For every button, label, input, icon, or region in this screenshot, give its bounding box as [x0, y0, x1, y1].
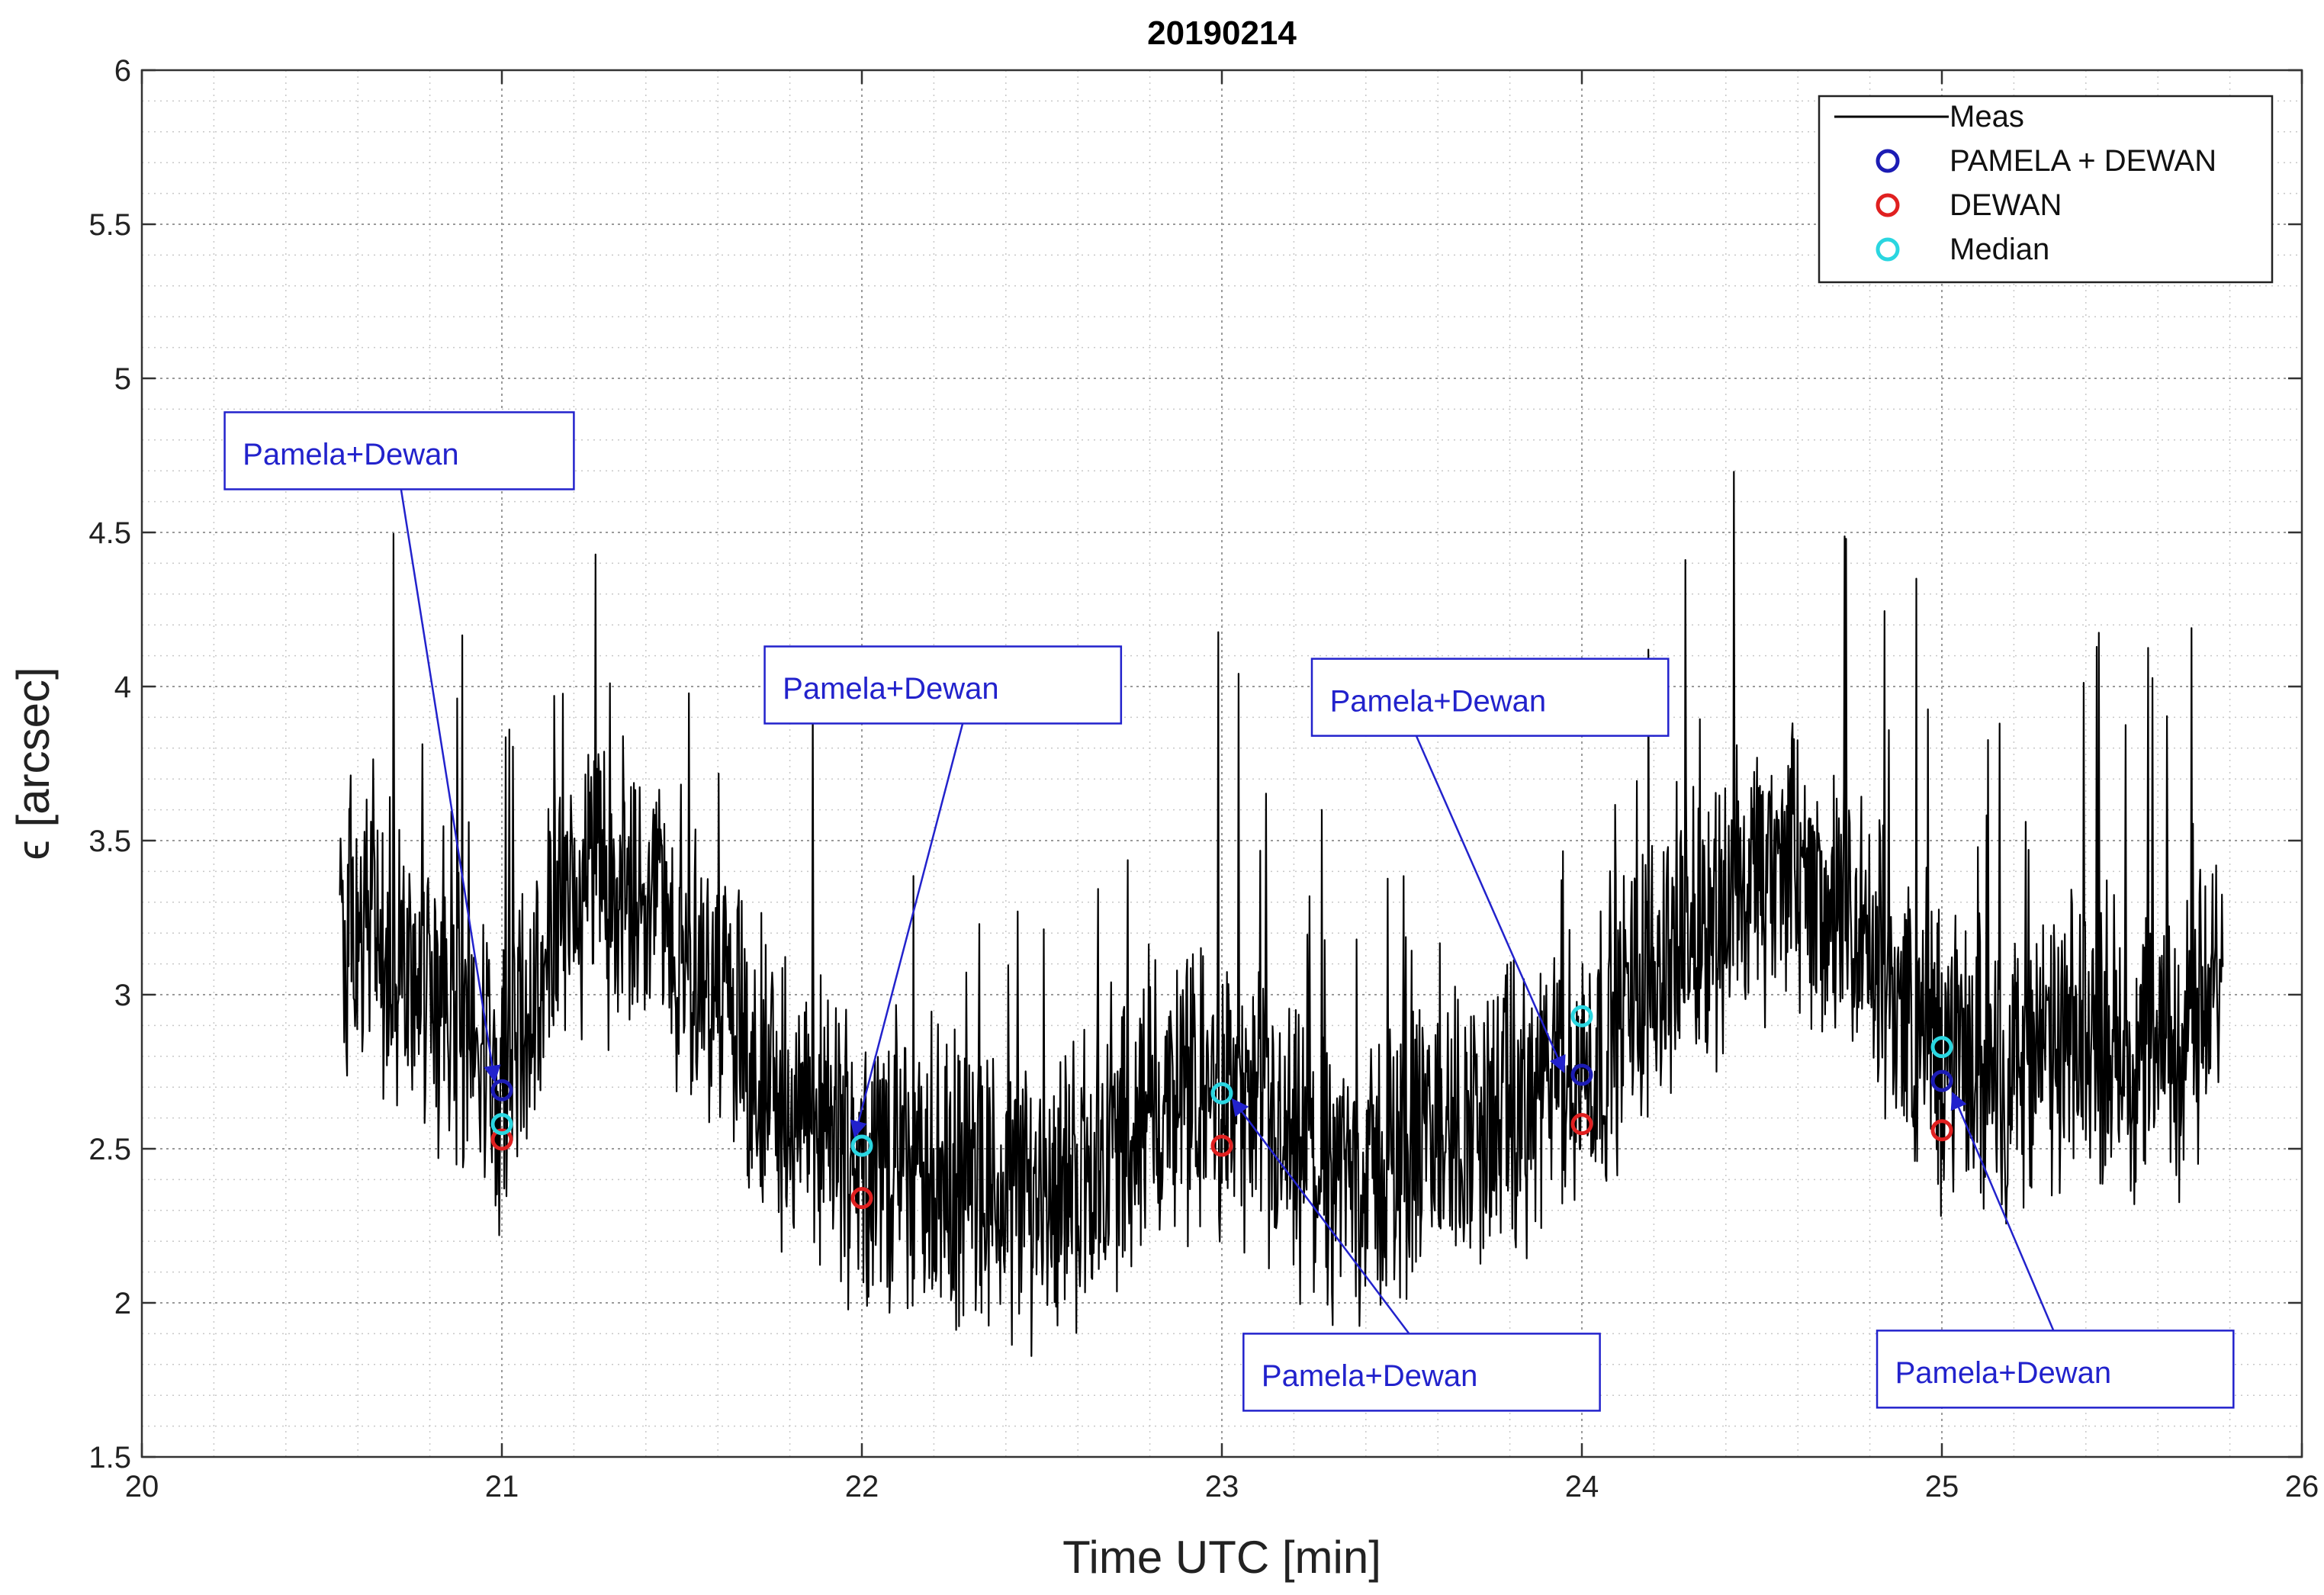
y-tick-label: 3.5: [88, 825, 131, 858]
pamela-dewan-marker: [1930, 1069, 1953, 1092]
x-tick-label: 24: [1565, 1470, 1599, 1503]
annotation-arrow: [850, 723, 964, 1139]
annotation-arrow: [1950, 1092, 2055, 1331]
median-marker: [1570, 1005, 1593, 1027]
x-tick-label: 22: [845, 1470, 879, 1503]
y-tick-label: 2.5: [88, 1133, 131, 1166]
median-marker: [1210, 1082, 1233, 1105]
legend-swatch-marker: [1876, 193, 1900, 217]
x-tick-label: 26: [2285, 1470, 2319, 1503]
annotation-box: [763, 645, 1123, 725]
annotation-label: Pamela+Dewan: [783, 672, 999, 706]
legend: Meas PAMELA + DEWAN DEWAN Median: [1818, 95, 2274, 284]
annotation-box: [1876, 1330, 2235, 1409]
marker-series: [490, 1005, 1953, 1210]
axis-ticks: 20 21 22 23 24 25 26 1.5 2 2.5 3 3.5 4 4.5 5 5.5 6: [88, 54, 2319, 1503]
annotation-label: Pamela+Dewan: [1895, 1356, 2112, 1390]
median-marker: [1930, 1036, 1953, 1059]
chart-title: 20190214: [1147, 14, 1297, 52]
dewan-marker: [1570, 1113, 1593, 1136]
annotation-label: Pamela+Dewan: [1262, 1359, 1478, 1393]
legend-swatch-marker: [1876, 237, 1900, 262]
median-marker: [850, 1134, 873, 1157]
y-tick-label: 3: [114, 979, 131, 1012]
median-marker: [490, 1113, 513, 1136]
y-tick-label: 5.5: [88, 208, 131, 242]
y-tick-label: 2: [114, 1287, 131, 1320]
legend-swatch-marker: [1876, 149, 1900, 173]
legend-box: [1818, 95, 2274, 284]
y-axis-label: ϵ [arcsec]: [8, 667, 59, 860]
annotation-arrow: [1415, 735, 1566, 1074]
annotations: Pamela+Dewan Pamela+Dewan Pamela+Dewan Pame…: [223, 411, 2235, 1412]
dewan-marker: [1930, 1119, 1953, 1142]
pamela-dewan-marker: [490, 1079, 513, 1101]
dewan-marker: [850, 1187, 873, 1210]
annotation-box: [223, 411, 575, 490]
annotation-arrow: [400, 489, 501, 1083]
annotation-label: Pamela+Dewan: [243, 438, 459, 471]
legend-entry-label: Meas: [1950, 100, 2024, 133]
x-tick-label: 23: [1205, 1470, 1239, 1503]
x-tick-label: 20: [125, 1470, 159, 1503]
y-tick-label: 4.5: [88, 516, 131, 550]
legend-entry-label: Median: [1950, 233, 2049, 266]
annotation-box: [1310, 658, 1670, 737]
y-tick-label: 6: [114, 54, 131, 88]
dewan-marker: [490, 1128, 513, 1151]
x-tick-label: 21: [485, 1470, 519, 1503]
meas-line: [339, 471, 2224, 1357]
annotation-label: Pamela+Dewan: [1330, 684, 1547, 718]
pamela-dewan-marker: [1570, 1063, 1593, 1086]
y-tick-label: 1.5: [88, 1441, 131, 1474]
meas-series: [339, 471, 2224, 1357]
x-axis-label: Time UTC [min]: [1062, 1532, 1381, 1583]
legend-entry-label: DEWAN: [1950, 188, 2062, 222]
annotation-box: [1242, 1333, 1601, 1412]
annotation-arrow: [1231, 1098, 1410, 1335]
y-tick-label: 4: [114, 670, 131, 704]
dewan-marker: [1210, 1134, 1233, 1157]
y-tick-label: 5: [114, 362, 131, 396]
legend-entry-label: PAMELA + DEWAN: [1950, 144, 2216, 178]
x-tick-label: 25: [1925, 1470, 1959, 1503]
